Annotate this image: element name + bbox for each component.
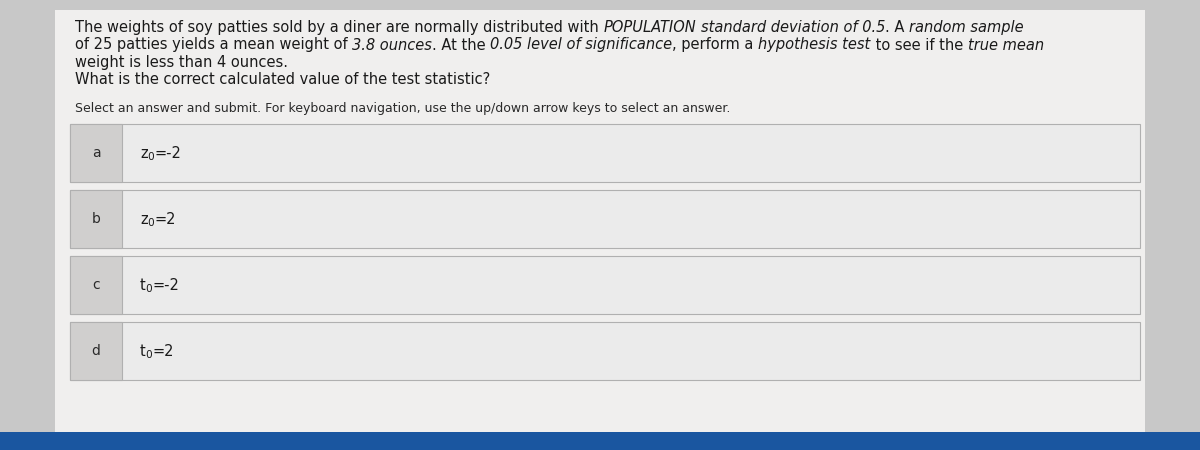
Text: t: t	[140, 343, 145, 359]
Text: t: t	[140, 278, 145, 292]
Text: . A: . A	[886, 20, 910, 35]
Text: , perform a: , perform a	[672, 37, 758, 53]
FancyBboxPatch shape	[70, 124, 122, 182]
Text: Select an answer and submit. For keyboard navigation, use the up/down arrow keys: Select an answer and submit. For keyboar…	[74, 102, 731, 115]
Text: true mean: true mean	[967, 37, 1044, 53]
Text: standard deviation of 0.5: standard deviation of 0.5	[701, 20, 886, 35]
Text: 0.05 level of significance: 0.05 level of significance	[491, 37, 672, 53]
Text: a: a	[91, 146, 101, 160]
FancyBboxPatch shape	[70, 256, 1140, 314]
Text: weight is less than 4 ounces.: weight is less than 4 ounces.	[74, 55, 288, 70]
Text: 0: 0	[145, 350, 152, 360]
FancyBboxPatch shape	[55, 10, 1145, 432]
Text: What is the correct calculated value of the test statistic?: What is the correct calculated value of …	[74, 72, 491, 87]
Text: The weights of soy patties sold by a diner are normally distributed with: The weights of soy patties sold by a din…	[74, 20, 604, 35]
Text: 0: 0	[148, 218, 155, 228]
Bar	[0, 432, 1200, 450]
Text: 0: 0	[148, 152, 155, 162]
FancyBboxPatch shape	[70, 322, 122, 380]
FancyBboxPatch shape	[70, 124, 1140, 182]
Text: c: c	[92, 278, 100, 292]
Text: =2: =2	[152, 343, 174, 359]
Text: z: z	[140, 145, 148, 161]
FancyBboxPatch shape	[70, 322, 1140, 380]
Text: b: b	[91, 212, 101, 226]
Text: 3.8 ounces: 3.8 ounces	[353, 37, 432, 53]
Text: random sample: random sample	[910, 20, 1024, 35]
Text: z: z	[140, 212, 148, 226]
Text: POPULATION: POPULATION	[604, 20, 696, 35]
FancyBboxPatch shape	[70, 190, 122, 248]
Text: =-2: =-2	[152, 278, 179, 292]
Text: 0: 0	[145, 284, 152, 294]
Text: =-2: =-2	[155, 145, 181, 161]
Text: of 25 patties yields a mean weight of: of 25 patties yields a mean weight of	[74, 37, 353, 53]
FancyBboxPatch shape	[70, 256, 122, 314]
Text: hypothesis test: hypothesis test	[758, 37, 871, 53]
Text: . At the: . At the	[432, 37, 491, 53]
Text: to see if the: to see if the	[871, 37, 967, 53]
Text: d: d	[91, 344, 101, 358]
Text: =2: =2	[155, 212, 176, 226]
FancyBboxPatch shape	[70, 190, 1140, 248]
